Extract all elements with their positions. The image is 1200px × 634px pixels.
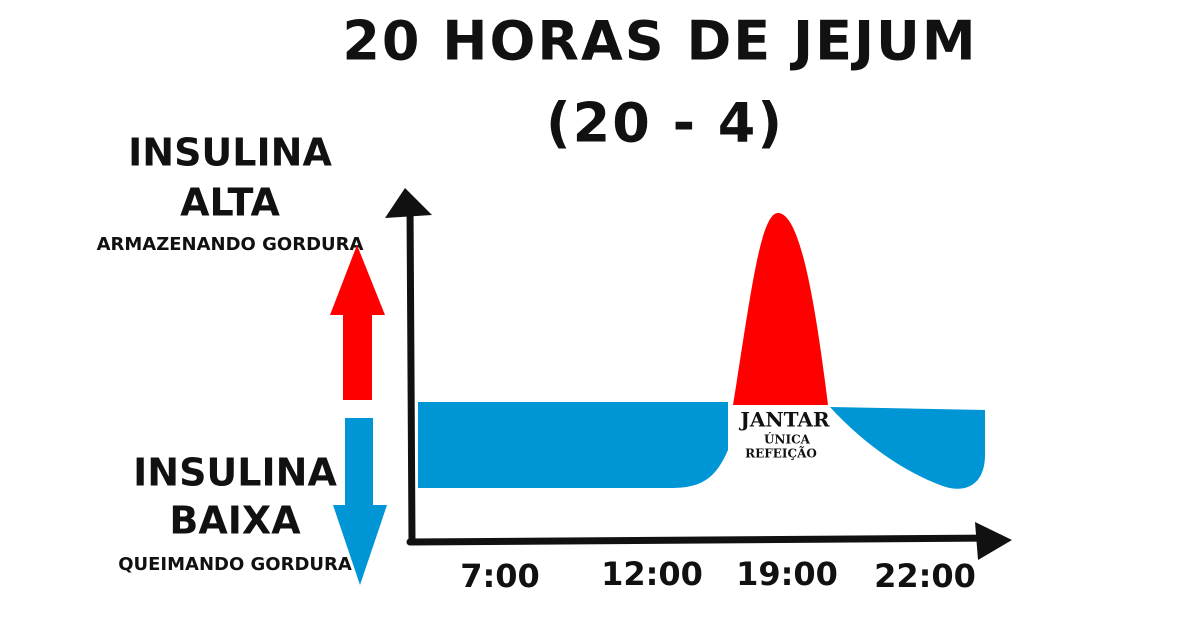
meal-label: JANTAR [738,408,830,432]
y-axis-arrow [385,188,432,218]
time-label: 7:00 [460,557,540,595]
time-label: 22:00 [874,557,976,595]
arrow-up [330,245,385,400]
meal-note-1: ÚNICA [764,431,811,447]
legend-low-line1: INSULINA [133,451,337,495]
meal-note-2: REFEIÇÃO [745,446,817,461]
y-axis [406,201,416,546]
x-axis [406,534,1004,546]
time-label: 19:00 [736,555,838,593]
legend-low-line2: BAIXA [169,499,301,543]
time-label: 12:00 [601,555,703,593]
legend-high-line2: ALTA [180,181,280,225]
insulin-peak [733,213,828,405]
arrow-down [333,418,387,585]
low-insulin-area-after [830,407,985,489]
title: 20 HORAS DE JEJUM [342,10,977,73]
legend-high-caption: ARMAZENANDO GORDURA [97,234,364,255]
legend-high-line1: INSULINA [128,131,332,175]
subtitle: (20 - 4) [546,92,784,155]
low-insulin-area [418,402,728,488]
legend-low-caption: QUEIMANDO GORDURA [118,554,352,575]
x-axis-arrow [975,522,1012,560]
